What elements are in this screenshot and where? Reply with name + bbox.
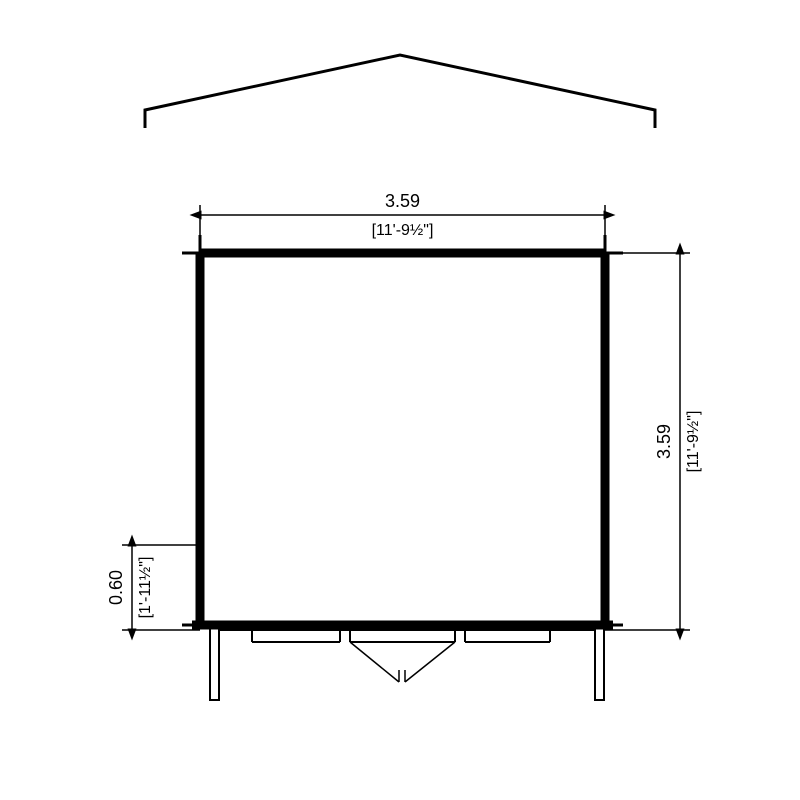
dim-width-imperial: [11'-9½"] xyxy=(372,222,434,239)
dim-width-value: 3.59 xyxy=(385,191,420,211)
technical-drawing: 3.59 [11'-9½"] 3.59 [11'-9½"] 0.60 [1'-11½"] xyxy=(0,0,800,800)
dim-height-imperial: [11'-9½"] xyxy=(685,411,702,473)
front-elevation xyxy=(210,625,604,700)
dim-height-value: 3.59 xyxy=(654,424,674,459)
dim-small-value: 0.60 xyxy=(106,570,126,605)
dim-small-imperial: [1'-11½"] xyxy=(137,557,154,619)
roof-profile xyxy=(145,55,655,128)
floor-plan xyxy=(182,235,623,625)
